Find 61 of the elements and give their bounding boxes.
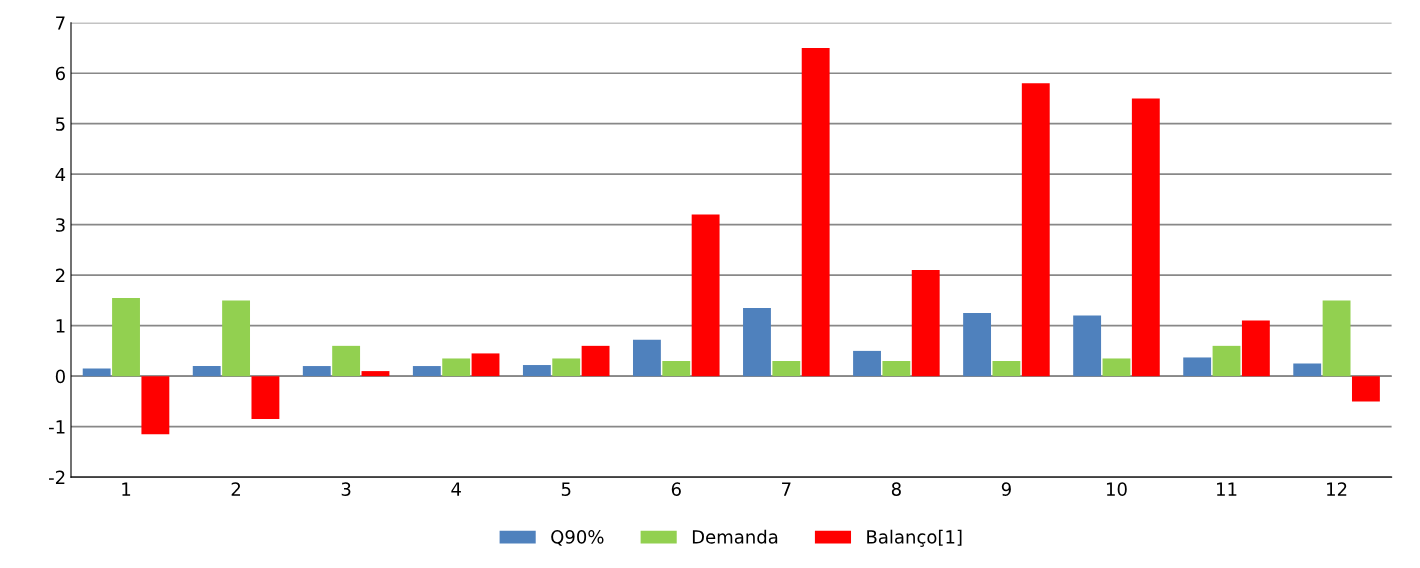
bar [1351, 376, 1380, 402]
bar [882, 361, 911, 377]
bar [662, 361, 691, 377]
bar [141, 376, 170, 435]
bar [251, 376, 280, 420]
bar [192, 366, 221, 377]
bar [772, 361, 801, 377]
y-tick-label: 5 [56, 117, 65, 131]
x-tick-label: 2 [231, 482, 241, 496]
bar [1021, 83, 1050, 377]
bar [302, 366, 331, 377]
bar [471, 353, 500, 377]
y-tick-label: -2 [49, 470, 65, 484]
bar [632, 339, 661, 377]
bar [82, 368, 111, 377]
x-tick-label: 5 [561, 482, 571, 496]
bar [801, 47, 830, 377]
legend-label: Demanda [692, 529, 778, 544]
y-tick-label: -1 [49, 420, 65, 434]
bar [743, 307, 771, 377]
y-tick-label: 3 [56, 218, 65, 232]
legend-label: Q90% [551, 530, 604, 546]
x-tick-label: 8 [891, 482, 901, 496]
x-tick-label: 3 [341, 482, 351, 496]
bar [361, 371, 390, 377]
x-tick-label: 11 [1217, 482, 1237, 496]
x-tick-label: 7 [782, 482, 791, 496]
bar [412, 366, 441, 377]
bar [112, 297, 140, 377]
bar [1241, 320, 1270, 377]
bar [1102, 358, 1131, 377]
x-tick-label: 10 [1106, 482, 1127, 496]
bar [222, 300, 251, 377]
bar [691, 214, 720, 377]
legend-label: Balanço[1] [867, 529, 962, 547]
bar [1183, 357, 1212, 377]
bar [581, 345, 610, 377]
x-tick-label: 9 [1001, 482, 1011, 496]
y-tick-label: 6 [55, 66, 65, 81]
bar [552, 358, 581, 377]
bar [522, 365, 551, 377]
y-tick-label: 7 [56, 16, 65, 30]
bar [853, 350, 881, 377]
y-tick-label: 1 [56, 319, 65, 333]
bar [1322, 300, 1351, 377]
bar [1073, 315, 1102, 377]
bar [332, 345, 361, 377]
bar [442, 358, 471, 377]
bar [963, 313, 992, 377]
x-tick-label: 1 [122, 482, 131, 496]
x-tick-label: 6 [671, 482, 681, 496]
bar [911, 270, 940, 377]
y-tick-label: 0 [55, 369, 65, 384]
bar [1131, 98, 1160, 377]
bar [1293, 363, 1322, 377]
y-tick-label: 2 [55, 268, 65, 283]
x-tick-label: 4 [451, 482, 461, 496]
x-tick-label: 12 [1327, 482, 1347, 496]
y-tick-label: 4 [55, 167, 66, 182]
bar [992, 361, 1021, 377]
bar [1212, 345, 1241, 377]
